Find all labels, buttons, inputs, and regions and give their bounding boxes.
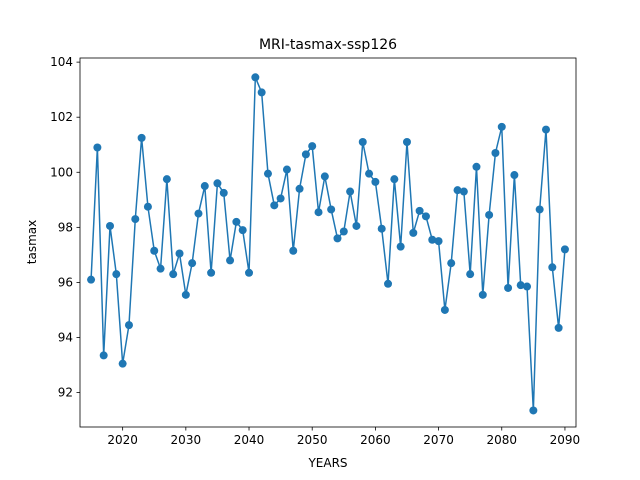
data-point bbox=[226, 256, 235, 265]
series-layer bbox=[87, 73, 569, 415]
x-tick-label: 2090 bbox=[550, 433, 581, 447]
data-point bbox=[346, 187, 355, 196]
data-point bbox=[365, 169, 374, 178]
data-point bbox=[232, 217, 241, 226]
data-point bbox=[238, 226, 247, 235]
data-point bbox=[282, 165, 291, 174]
data-point bbox=[314, 208, 323, 217]
x-tick-label: 2050 bbox=[297, 433, 328, 447]
y-tick-label: 92 bbox=[58, 386, 73, 400]
data-point bbox=[295, 184, 304, 193]
y-tick-label: 98 bbox=[58, 220, 73, 234]
data-point bbox=[535, 205, 544, 214]
data-point bbox=[175, 249, 184, 258]
y-axis-label: tasmax bbox=[25, 220, 39, 264]
data-point bbox=[263, 169, 272, 178]
axes-layer: 2020 2030 2040 2050 2060 2070 2080 2090 92 94 96 98… bbox=[50, 55, 580, 447]
data-point bbox=[491, 149, 500, 157]
data-point bbox=[510, 171, 519, 180]
data-point bbox=[301, 150, 310, 159]
data-point bbox=[434, 237, 443, 246]
y-tick-label: 104 bbox=[50, 55, 73, 69]
data-point bbox=[93, 143, 102, 152]
data-point bbox=[371, 177, 380, 186]
data-point bbox=[169, 270, 178, 279]
data-point bbox=[485, 210, 494, 219]
data-point bbox=[124, 321, 133, 330]
x-tick-label: 2060 bbox=[360, 433, 391, 447]
data-point bbox=[529, 406, 538, 415]
x-tick-label: 2080 bbox=[486, 433, 517, 447]
data-point bbox=[213, 179, 222, 188]
data-point bbox=[308, 142, 317, 151]
x-tick-label: 2040 bbox=[234, 433, 265, 447]
data-point bbox=[257, 88, 266, 97]
data-point bbox=[447, 259, 456, 268]
data-point bbox=[162, 175, 171, 184]
data-point bbox=[453, 186, 462, 195]
data-point bbox=[87, 275, 96, 284]
data-point bbox=[339, 227, 348, 236]
data-point bbox=[270, 201, 279, 210]
data-point bbox=[384, 279, 393, 288]
data-point bbox=[150, 246, 159, 255]
data-point bbox=[396, 242, 405, 251]
data-point bbox=[358, 137, 367, 146]
data-point bbox=[554, 323, 563, 332]
y-tick-label: 102 bbox=[50, 110, 73, 124]
data-point bbox=[377, 224, 386, 233]
x-tick-label: 2030 bbox=[171, 433, 202, 447]
chart-title: MRI-tasmax-ssp126 bbox=[259, 37, 397, 53]
data-point bbox=[548, 263, 557, 272]
x-axis-label: YEARS bbox=[307, 456, 347, 470]
data-point bbox=[327, 205, 336, 214]
data-point bbox=[428, 235, 437, 244]
data-point bbox=[143, 202, 152, 211]
data-point bbox=[276, 194, 285, 203]
data-point bbox=[333, 234, 342, 243]
data-point bbox=[541, 125, 550, 134]
data-point bbox=[390, 175, 399, 184]
series-line bbox=[90, 76, 566, 412]
data-point bbox=[131, 215, 140, 224]
data-point bbox=[181, 290, 190, 299]
y-tick-label: 96 bbox=[58, 275, 73, 289]
data-point bbox=[207, 268, 216, 277]
y-tick-label: 100 bbox=[50, 165, 73, 179]
data-point bbox=[352, 221, 361, 230]
data-point bbox=[415, 206, 424, 215]
data-point bbox=[466, 270, 475, 279]
data-point bbox=[478, 290, 487, 299]
y-tick-label: 94 bbox=[58, 331, 73, 345]
data-point bbox=[504, 283, 513, 292]
data-point bbox=[560, 245, 569, 254]
data-point bbox=[440, 305, 449, 314]
data-point bbox=[497, 122, 506, 131]
data-point bbox=[200, 182, 209, 191]
data-point bbox=[320, 172, 329, 181]
x-tick-label: 2070 bbox=[423, 433, 454, 447]
data-point bbox=[523, 282, 532, 291]
data-point bbox=[402, 137, 411, 146]
data-point bbox=[106, 221, 115, 230]
data-point bbox=[251, 73, 260, 82]
data-point bbox=[459, 187, 468, 196]
x-tick-label: 2020 bbox=[107, 433, 138, 447]
data-point bbox=[245, 268, 254, 277]
data-point bbox=[516, 281, 525, 290]
data-point bbox=[156, 264, 165, 273]
data-point bbox=[137, 133, 146, 142]
data-point bbox=[409, 228, 418, 237]
data-point bbox=[188, 259, 197, 268]
data-point bbox=[112, 270, 121, 279]
plot-frame bbox=[79, 57, 577, 428]
data-point bbox=[472, 162, 481, 171]
data-point bbox=[421, 212, 430, 221]
data-point bbox=[194, 209, 203, 218]
data-point bbox=[289, 246, 298, 255]
data-point bbox=[219, 188, 228, 197]
data-point bbox=[118, 359, 127, 368]
data-point bbox=[99, 351, 108, 360]
